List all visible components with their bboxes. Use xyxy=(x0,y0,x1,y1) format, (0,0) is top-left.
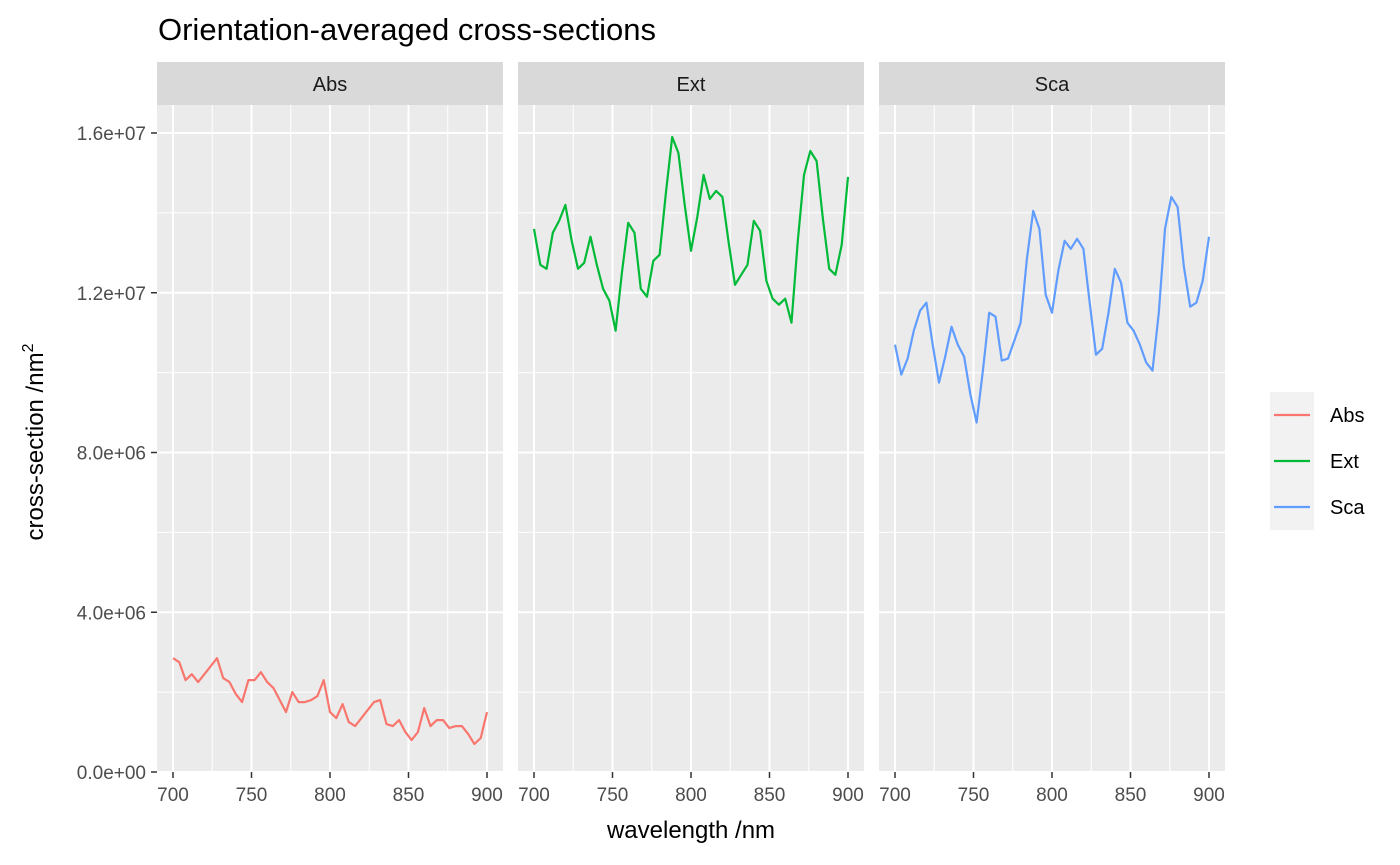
x-tick-label: 900 xyxy=(1193,785,1225,806)
legend-label: Sca xyxy=(1330,497,1365,519)
facet-strip-label: Abs xyxy=(313,74,347,96)
facet-panel-sca: Sca 700 750 800 850 900 xyxy=(879,62,1225,806)
x-tick-label: 750 xyxy=(958,785,990,806)
x-tick-label: 900 xyxy=(471,785,503,806)
x-tick-label: 700 xyxy=(157,785,189,806)
y-axis-title: cross-section /nm2 xyxy=(20,343,49,540)
series-line-ext xyxy=(532,135,850,332)
legend-label: Abs xyxy=(1330,405,1364,427)
y-tick-label: 0.0e+00 xyxy=(77,763,146,784)
x-tick-label: 900 xyxy=(832,785,864,806)
x-tick-label: 850 xyxy=(754,785,786,806)
facet-strip xyxy=(518,62,864,105)
series-line-sca xyxy=(893,195,1211,424)
x-axis-title: wavelength /nm xyxy=(606,817,775,844)
x-tick-label: 750 xyxy=(597,785,629,806)
facet-strip xyxy=(879,62,1225,105)
facet-panel-ext: Ext 700 750 800 850 900 xyxy=(518,62,864,806)
y-axis-title-main: cross-section /nm xyxy=(22,352,49,540)
series-line-abs xyxy=(172,657,489,746)
facet-panel-abs: Abs 700 750 800 850 900 0.0e+00 4.0e+06 8.0e+06 1… xyxy=(77,62,503,806)
legend: Abs Ext Sca xyxy=(1270,392,1365,530)
y-tick-label: 1.6e+07 xyxy=(77,124,146,145)
y-tick-label: 1.2e+07 xyxy=(77,284,146,305)
legend-label: Ext xyxy=(1330,451,1359,473)
x-tick-label: 700 xyxy=(879,785,911,806)
facet-strip xyxy=(157,62,503,105)
x-tick-label: 800 xyxy=(675,785,707,806)
y-tick-label: 4.0e+06 xyxy=(77,603,146,624)
y-axis-title-superscript: 2 xyxy=(20,343,37,352)
x-tick-label: 850 xyxy=(393,785,425,806)
facet-strip-label: Ext xyxy=(677,74,706,96)
x-tick-label: 800 xyxy=(1036,785,1068,806)
facet-strip-label: Sca xyxy=(1035,74,1070,96)
x-tick-label: 850 xyxy=(1115,785,1147,806)
x-tick-label: 700 xyxy=(518,785,550,806)
x-tick-label: 750 xyxy=(236,785,268,806)
chart-title: Orientation-averaged cross-sections xyxy=(158,12,656,47)
x-tick-label: 800 xyxy=(314,785,346,806)
facet-panels: Abs 700 750 800 850 900 0.0e+00 4.0e+06 8.0e+06 1… xyxy=(77,62,1225,806)
y-tick-label: 8.0e+06 xyxy=(77,444,146,465)
